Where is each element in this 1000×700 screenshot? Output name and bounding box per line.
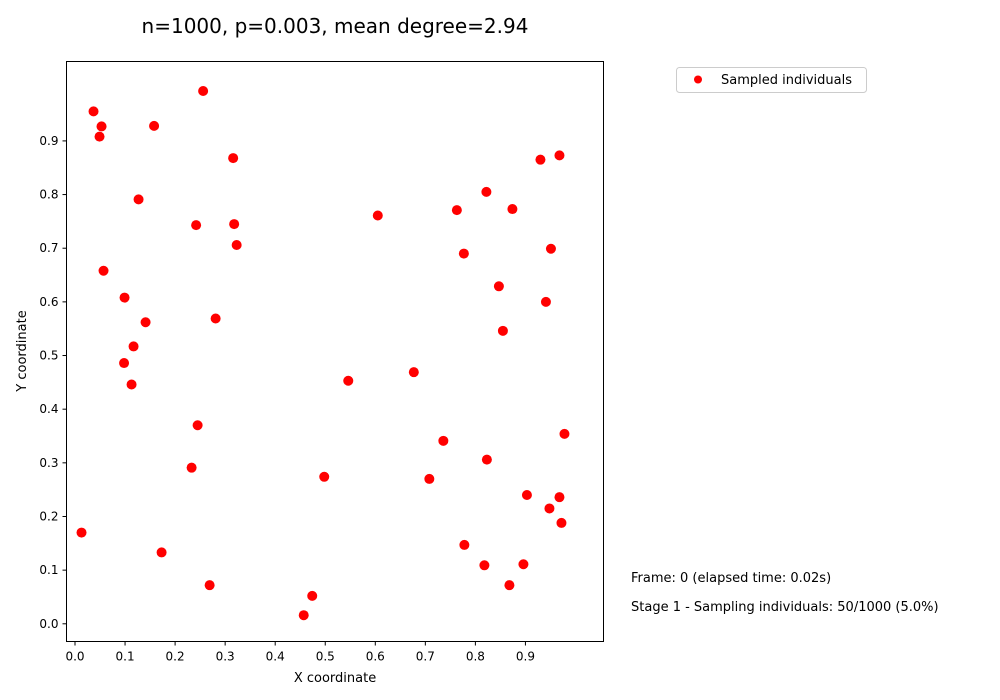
- data-point-0-16: [126, 379, 137, 390]
- data-point-0-10: [98, 265, 109, 276]
- data-point-0-33: [507, 204, 518, 215]
- y-tick-label-5: 0.5: [39, 349, 58, 363]
- data-point-0-46: [459, 539, 470, 550]
- x-axis-label: X coordinate: [294, 671, 376, 686]
- data-point-0-12: [140, 317, 151, 328]
- x-tick-label-7: 0.7: [416, 650, 435, 664]
- y-tick-label-0: 0.0: [39, 617, 58, 631]
- legend-label: Sampled individuals: [721, 73, 852, 88]
- scatter-points: [76, 86, 570, 621]
- legend-box: [676, 67, 867, 93]
- legend-marker: [694, 75, 702, 84]
- data-point-0-2: [96, 121, 107, 132]
- data-point-0-11: [119, 292, 130, 303]
- x-tick-label-0: 0.0: [65, 650, 84, 664]
- x-tick-label-4: 0.4: [266, 650, 285, 664]
- data-point-0-48: [518, 559, 529, 570]
- frame-info: Frame: 0 (elapsed time: 0.02s): [631, 571, 832, 586]
- data-point-0-5: [228, 153, 239, 164]
- data-point-0-38: [545, 243, 556, 254]
- data-point-0-28: [424, 473, 435, 484]
- y-tick-label-1: 0.1: [39, 563, 58, 577]
- data-point-0-31: [458, 248, 469, 259]
- data-point-0-37: [554, 150, 565, 161]
- data-point-0-29: [438, 435, 449, 446]
- x-tick-label-3: 0.3: [216, 650, 235, 664]
- data-point-0-27: [408, 367, 419, 378]
- data-point-0-6: [133, 194, 144, 205]
- y-tick-label-6: 0.6: [39, 295, 58, 309]
- data-point-0-19: [76, 527, 87, 538]
- data-point-0-34: [493, 281, 504, 292]
- data-point-0-47: [479, 560, 490, 571]
- y-axis-label: Y coordinate: [15, 310, 30, 392]
- plot-area: [66, 61, 604, 642]
- data-point-0-41: [481, 454, 492, 465]
- x-tick-label-1: 0.1: [116, 650, 135, 664]
- chart-title: n=1000, p=0.003, mean degree=2.94: [142, 14, 529, 38]
- x-tick-label-2: 0.2: [166, 650, 185, 664]
- data-point-0-7: [191, 220, 202, 231]
- x-tick-label-9: 0.9: [516, 650, 535, 664]
- data-point-0-40: [559, 428, 570, 439]
- data-point-0-35: [497, 325, 508, 336]
- data-point-0-18: [186, 462, 197, 473]
- data-point-0-43: [554, 492, 565, 503]
- data-point-0-49: [504, 580, 515, 591]
- data-point-0-15: [119, 358, 130, 369]
- y-tick-label-7: 0.7: [39, 241, 58, 255]
- y-tick-label-2: 0.2: [39, 509, 58, 523]
- data-point-0-25: [343, 375, 354, 386]
- data-point-0-14: [128, 341, 139, 352]
- data-point-0-13: [210, 313, 221, 324]
- x-axis-ticks: 0.0 0.1 0.2 0.3 0.4 0.5 0.6 0.7 0.8 0.9: [65, 641, 535, 664]
- data-point-0-45: [556, 517, 567, 528]
- x-tick-label-8: 0.8: [466, 650, 485, 664]
- data-point-0-24: [319, 471, 330, 482]
- y-tick-label-8: 0.8: [39, 188, 58, 202]
- y-tick-label-9: 0.9: [39, 134, 58, 148]
- data-point-0-42: [521, 490, 532, 501]
- data-point-0-39: [540, 296, 551, 307]
- data-point-0-23: [298, 610, 309, 621]
- data-point-0-26: [372, 210, 383, 221]
- data-point-0-9: [231, 239, 242, 250]
- stage-info: Stage 1 - Sampling individuals: 50/1000 …: [631, 600, 939, 615]
- data-point-0-4: [94, 131, 105, 142]
- data-point-0-8: [229, 219, 240, 230]
- x-tick-label-6: 0.6: [366, 650, 385, 664]
- y-tick-label-3: 0.3: [39, 456, 58, 470]
- data-point-0-1: [88, 106, 99, 117]
- data-point-0-30: [451, 205, 462, 216]
- data-point-0-0: [198, 86, 209, 97]
- data-point-0-22: [307, 590, 318, 601]
- y-tick-label-4: 0.4: [39, 402, 58, 416]
- data-point-0-3: [149, 120, 160, 131]
- legend: Sampled individuals: [676, 67, 867, 93]
- data-point-0-17: [192, 420, 203, 431]
- data-point-0-32: [481, 186, 492, 197]
- data-point-0-36: [535, 154, 546, 165]
- data-point-0-20: [156, 547, 167, 558]
- y-axis-ticks: 0.0 0.1 0.2 0.3 0.4 0.5 0.6 0.7 0.8 0.9: [39, 134, 67, 631]
- data-point-0-21: [204, 580, 215, 591]
- x-tick-label-5: 0.5: [316, 650, 335, 664]
- data-point-0-44: [544, 503, 555, 514]
